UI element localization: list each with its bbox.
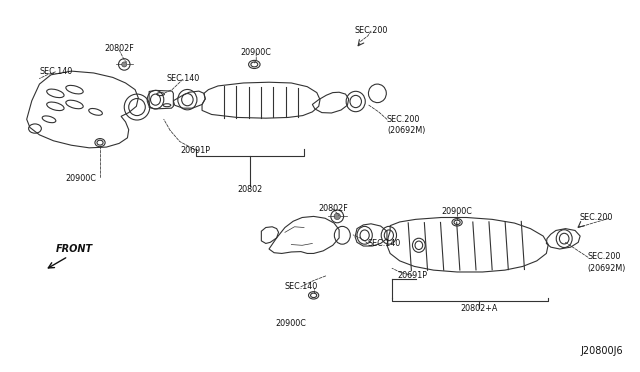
Text: 20691P: 20691P bbox=[397, 271, 428, 280]
Text: 20900C: 20900C bbox=[65, 174, 97, 183]
Text: 20802+A: 20802+A bbox=[461, 304, 498, 313]
Text: SEC.140: SEC.140 bbox=[40, 67, 73, 76]
Text: SEC.200: SEC.200 bbox=[588, 252, 621, 261]
Text: 20691P: 20691P bbox=[180, 146, 211, 155]
Text: (20692M): (20692M) bbox=[588, 264, 626, 273]
Text: FRONT: FRONT bbox=[56, 244, 93, 254]
Text: J20800J6: J20800J6 bbox=[580, 346, 623, 356]
Circle shape bbox=[122, 62, 127, 67]
Text: SEC.200: SEC.200 bbox=[355, 26, 388, 35]
Text: 20900C: 20900C bbox=[276, 320, 307, 328]
Text: 20802F: 20802F bbox=[318, 204, 348, 213]
Text: SEC.200: SEC.200 bbox=[580, 213, 613, 222]
Text: 20802F: 20802F bbox=[104, 44, 134, 53]
Text: 20802: 20802 bbox=[237, 185, 262, 194]
Text: SEC.140: SEC.140 bbox=[368, 239, 401, 248]
Text: 20900C: 20900C bbox=[442, 208, 472, 217]
Text: SEC.140: SEC.140 bbox=[166, 74, 200, 83]
Text: SEC.140: SEC.140 bbox=[284, 282, 317, 291]
Text: (20692M): (20692M) bbox=[387, 126, 426, 135]
Circle shape bbox=[334, 213, 340, 219]
Text: 20900C: 20900C bbox=[241, 48, 271, 57]
Text: SEC.200: SEC.200 bbox=[387, 115, 420, 124]
